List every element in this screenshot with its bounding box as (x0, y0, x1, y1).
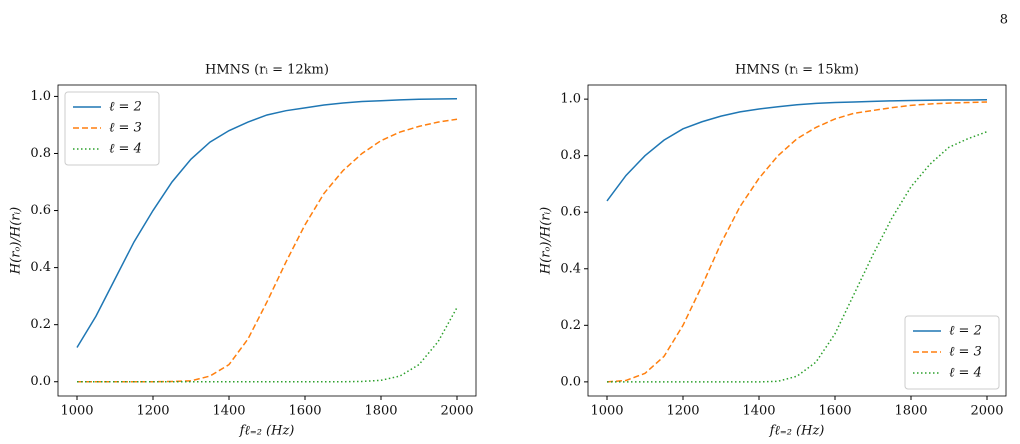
plot-frame (587, 84, 1007, 397)
page-number: 8 (1000, 13, 1008, 28)
legend-label: ℓ = 4 (109, 142, 142, 157)
legend-box (904, 315, 1000, 390)
legend-label: ℓ = 2 (109, 100, 142, 115)
y-tick-label: 0.0 (30, 374, 51, 389)
chart-title: HMNS (rᵢ = 15km) (735, 63, 859, 78)
y-tick-label: 1.0 (560, 92, 581, 107)
y-tick-label: 0.2 (30, 317, 51, 332)
series-line (77, 307, 458, 383)
plot-frame (57, 84, 477, 397)
series-line (77, 118, 458, 383)
x-axis-label: fℓ₌₂ (Hz) (239, 424, 295, 439)
chart-title: HMNS (rᵢ = 12km) (205, 63, 329, 78)
y-axis-label: H(rₒ)/H(rᵢ) (9, 207, 24, 275)
x-tick-label: 2000 (440, 404, 473, 419)
y-tick-label: 0.4 (30, 260, 51, 275)
series-line (606, 101, 988, 383)
y-tick-label: 1.0 (30, 89, 51, 104)
y-tick-label: 0.8 (560, 148, 581, 163)
x-tick-label: 1000 (60, 404, 93, 419)
x-tick-label: 1800 (894, 404, 927, 419)
y-axis-label: H(rₒ)/H(rᵢ) (539, 207, 554, 275)
x-tick-label: 1400 (212, 404, 245, 419)
series-line (606, 98, 988, 202)
x-tick-label: 1600 (818, 404, 851, 419)
y-tick-label: 0.4 (560, 261, 581, 276)
x-tick-label: 1200 (666, 404, 699, 419)
legend-label: ℓ = 3 (949, 345, 982, 360)
x-tick-label: 2000 (970, 404, 1003, 419)
y-tick-label: 0.0 (560, 374, 581, 389)
y-tick-label: 0.6 (560, 205, 581, 220)
y-tick-label: 0.2 (560, 318, 581, 333)
y-tick-label: 0.6 (30, 203, 51, 218)
x-tick-label: 1200 (136, 404, 169, 419)
x-tick-label: 1000 (590, 404, 623, 419)
legend-label: ℓ = 4 (949, 366, 982, 381)
legend-label: ℓ = 2 (949, 324, 982, 339)
x-tick-label: 1400 (742, 404, 775, 419)
legend-box (64, 91, 160, 166)
x-axis-label: fℓ₌₂ (Hz) (769, 424, 825, 439)
y-tick-label: 0.8 (30, 146, 51, 161)
x-tick-label: 1600 (288, 404, 321, 419)
legend-label: ℓ = 3 (109, 121, 142, 136)
series-line (76, 97, 458, 348)
x-tick-label: 1800 (364, 404, 397, 419)
